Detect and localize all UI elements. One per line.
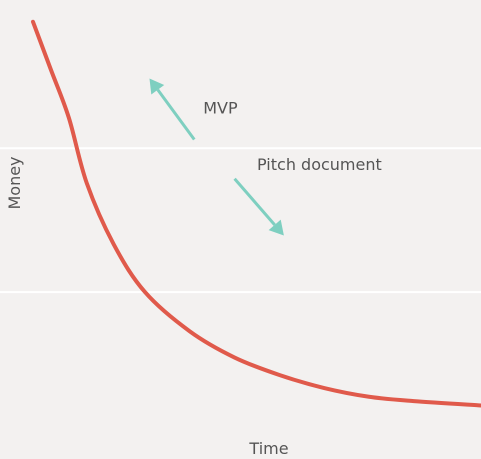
gridlines (0, 147, 481, 294)
annotation-arrowhead-0 (149, 78, 165, 95)
annotation-label-0: MVP (203, 98, 238, 117)
x-axis-label: Time (248, 439, 288, 458)
curves (31, 19, 481, 408)
annotation-arrow-1 (233, 177, 276, 226)
annotation-arrowhead-1 (268, 219, 284, 236)
annotations: MVP Pitch document (149, 78, 382, 236)
annotation-label-1: Pitch document (257, 155, 382, 174)
annotation-arrow-0 (156, 88, 196, 141)
y-axis-label: Money (5, 156, 24, 209)
series-line-0 (31, 19, 481, 408)
